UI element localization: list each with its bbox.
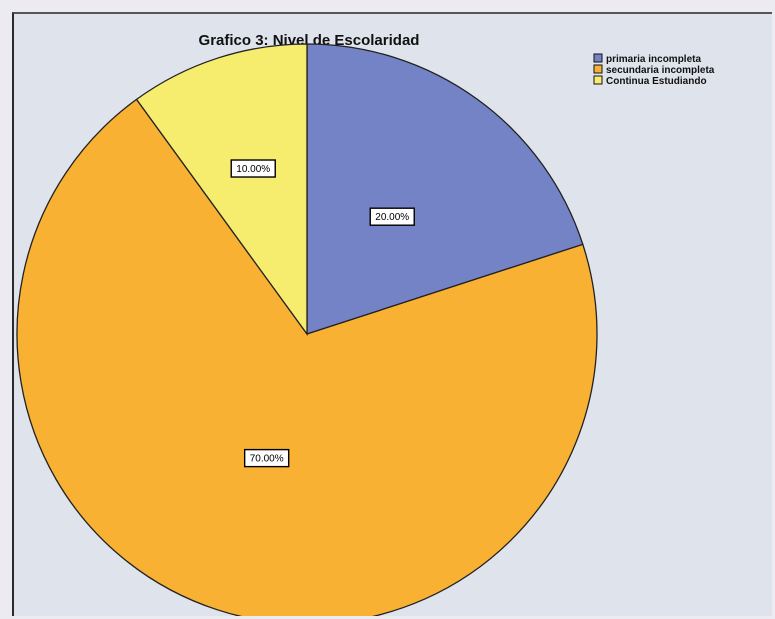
legend-swatch-continua-estudiando	[593, 75, 603, 85]
legend-swatch-primaria-incompleta	[593, 53, 603, 63]
legend-label-continua-estudiando: Continua Estudiando	[606, 76, 707, 87]
pie-slice-primaria-incompleta	[306, 43, 584, 335]
legend-label-primaria-incompleta: primaria incompleta	[606, 54, 701, 65]
data-label-secundaria-incompleta: 70.00%	[243, 448, 290, 468]
legend-swatch-secundaria-incompleta	[593, 64, 603, 74]
data-label-continua-estudiando: 10.00%	[230, 159, 276, 178]
legend-label-secundaria-incompleta: secundaria incompleta	[606, 65, 715, 76]
data-label-primaria-incompleta: 20.00%	[369, 207, 415, 226]
data-label-box	[243, 448, 290, 468]
data-label-text: 10.00%	[236, 164, 270, 175]
pie-chart: Grafico 3: Nivel de Escolaridad 20.00% 70…	[16, 32, 715, 616]
data-label-text: 20.00%	[375, 212, 409, 223]
chart-frame: Grafico 3: Nivel de Escolaridad 20.00% 70…	[12, 12, 772, 616]
pie-slice-continua-estudiando	[135, 43, 308, 337]
data-label-text: 70.00%	[250, 454, 284, 465]
chart-title: Grafico 3: Nivel de Escolaridad	[199, 32, 420, 49]
pie-slices	[16, 43, 598, 616]
data-label-box	[369, 207, 415, 226]
pie-data-labels: 20.00% 70.00% 10.00%	[230, 159, 415, 468]
pie-slice-secundaria-incompleta	[16, 98, 598, 616]
data-label-box	[230, 159, 276, 178]
